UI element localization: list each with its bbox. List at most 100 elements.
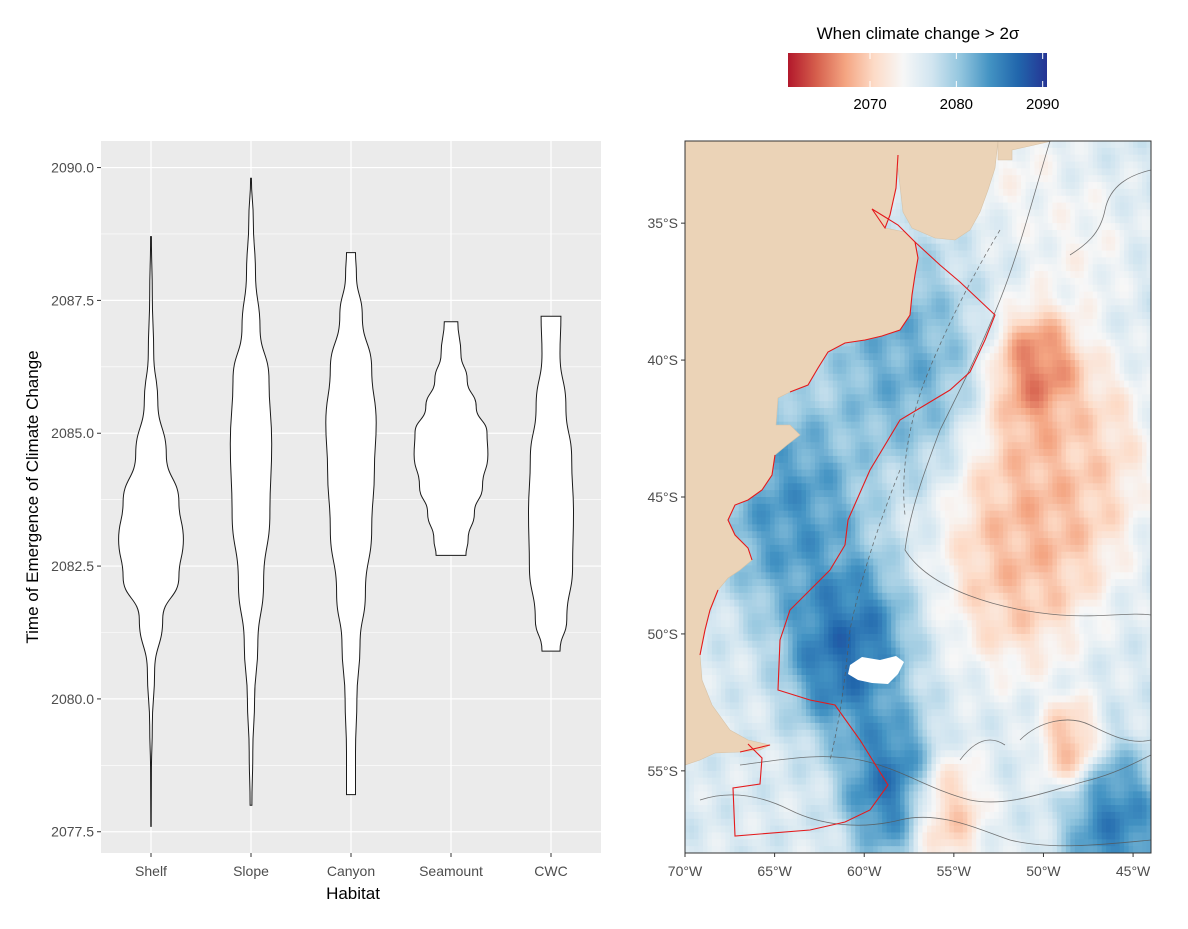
heatmap-cell bbox=[1043, 394, 1048, 401]
heatmap-cell bbox=[1129, 251, 1134, 258]
heatmap-cell bbox=[1115, 326, 1120, 333]
heatmap-cell bbox=[1048, 340, 1053, 347]
heatmap-cell bbox=[1093, 422, 1098, 429]
heatmap-cell bbox=[819, 367, 824, 374]
heatmap-cell bbox=[1142, 442, 1147, 449]
heatmap-cell bbox=[1129, 285, 1134, 292]
heatmap-cell bbox=[1021, 319, 1026, 326]
heatmap-cell bbox=[891, 209, 896, 216]
heatmap-cell bbox=[1043, 435, 1048, 442]
heatmap-cell bbox=[1120, 346, 1125, 353]
heatmap-cell bbox=[878, 387, 883, 394]
heatmap-cell bbox=[1093, 449, 1098, 456]
heatmap-cell bbox=[1048, 429, 1053, 436]
heatmap-cell bbox=[1017, 298, 1022, 305]
heatmap-cell bbox=[1003, 230, 1008, 237]
heatmap-cell bbox=[954, 292, 959, 299]
heatmap-cell bbox=[851, 387, 856, 394]
heatmap-cell bbox=[1138, 175, 1143, 182]
heatmap-cell bbox=[1142, 257, 1147, 264]
heatmap-cell bbox=[1017, 442, 1022, 449]
heatmap-cell bbox=[1111, 353, 1116, 360]
heatmap-cell bbox=[815, 456, 820, 463]
heatmap-cell bbox=[1133, 285, 1138, 292]
heatmap-cell bbox=[842, 387, 847, 394]
heatmap-cell bbox=[909, 422, 914, 429]
heatmap-cell bbox=[1124, 244, 1129, 251]
heatmap-cell bbox=[999, 401, 1004, 408]
heatmap-cell bbox=[918, 292, 923, 299]
heatmap-cell bbox=[1120, 264, 1125, 271]
heatmap-cell bbox=[1124, 141, 1129, 148]
heatmap-cell bbox=[954, 442, 959, 449]
heatmap-cell bbox=[900, 346, 905, 353]
heatmap-cell bbox=[1026, 456, 1031, 463]
heatmap-cell bbox=[927, 319, 932, 326]
heatmap-cell bbox=[864, 415, 869, 422]
heatmap-cell bbox=[927, 394, 932, 401]
heatmap-cell bbox=[1057, 141, 1062, 148]
heatmap-cell bbox=[1003, 312, 1008, 319]
heatmap-cell bbox=[963, 367, 968, 374]
heatmap-cell bbox=[999, 353, 1004, 360]
heatmap-cell bbox=[1079, 408, 1084, 415]
heatmap-cell bbox=[1043, 251, 1048, 258]
heatmap-cell bbox=[1003, 346, 1008, 353]
heatmap-cell bbox=[793, 415, 798, 422]
heatmap-cell bbox=[922, 415, 927, 422]
heatmap-cell bbox=[833, 360, 838, 367]
heatmap-cell bbox=[815, 442, 820, 449]
x-tick-label: Slope bbox=[233, 863, 269, 879]
heatmap-cell bbox=[1124, 374, 1129, 381]
heatmap-cell bbox=[1079, 203, 1084, 210]
heatmap-cell bbox=[1084, 148, 1089, 155]
heatmap-cell bbox=[1057, 381, 1062, 388]
heatmap-cell bbox=[896, 353, 901, 360]
heatmap-cell bbox=[1079, 326, 1084, 333]
heatmap-cell bbox=[1070, 298, 1075, 305]
heatmap-cell bbox=[891, 463, 896, 470]
heatmap-cell bbox=[1030, 216, 1035, 223]
heatmap-cell bbox=[994, 442, 999, 449]
heatmap-cell bbox=[806, 435, 811, 442]
heatmap-cell bbox=[1097, 251, 1102, 258]
heatmap-cell bbox=[1120, 422, 1125, 429]
heatmap-cell bbox=[1102, 394, 1107, 401]
heatmap-cell bbox=[927, 346, 932, 353]
heatmap-cell bbox=[1035, 346, 1040, 353]
heatmap-cell bbox=[1061, 401, 1066, 408]
heatmap-cell bbox=[860, 435, 865, 442]
heatmap-cell bbox=[1057, 203, 1062, 210]
heatmap-cell bbox=[1066, 285, 1071, 292]
heatmap-cell bbox=[945, 305, 950, 312]
heatmap-cell bbox=[1003, 209, 1008, 216]
heatmap-cell bbox=[784, 408, 789, 415]
heatmap-cell bbox=[1066, 374, 1071, 381]
heatmap-cell bbox=[1138, 292, 1143, 299]
heatmap-cell bbox=[1133, 298, 1138, 305]
heatmap-cell bbox=[1120, 333, 1125, 340]
heatmap-cell bbox=[1003, 374, 1008, 381]
heatmap-cell bbox=[887, 442, 892, 449]
heatmap-cell bbox=[806, 394, 811, 401]
heatmap-cell bbox=[1035, 148, 1040, 155]
heatmap-cell bbox=[1026, 257, 1031, 264]
heatmap-cell bbox=[1061, 237, 1066, 244]
heatmap-cell bbox=[1093, 360, 1098, 367]
heatmap-cell bbox=[1008, 333, 1013, 340]
heatmap-cell bbox=[994, 381, 999, 388]
heatmap-cell bbox=[810, 435, 815, 442]
heatmap-cell bbox=[1088, 189, 1093, 196]
heatmap-cell bbox=[1066, 333, 1071, 340]
heatmap-cell bbox=[909, 449, 914, 456]
heatmap-cell bbox=[1102, 141, 1107, 148]
heatmap-cell bbox=[1106, 367, 1111, 374]
heatmap-cell bbox=[945, 422, 950, 429]
heatmap-cell bbox=[963, 271, 968, 278]
heatmap-cell bbox=[1079, 196, 1084, 203]
heatmap-cell bbox=[1026, 353, 1031, 360]
heatmap-cell bbox=[945, 285, 950, 292]
heatmap-cell bbox=[851, 442, 856, 449]
heatmap-cell bbox=[1030, 162, 1035, 169]
heatmap-cell bbox=[1012, 394, 1017, 401]
